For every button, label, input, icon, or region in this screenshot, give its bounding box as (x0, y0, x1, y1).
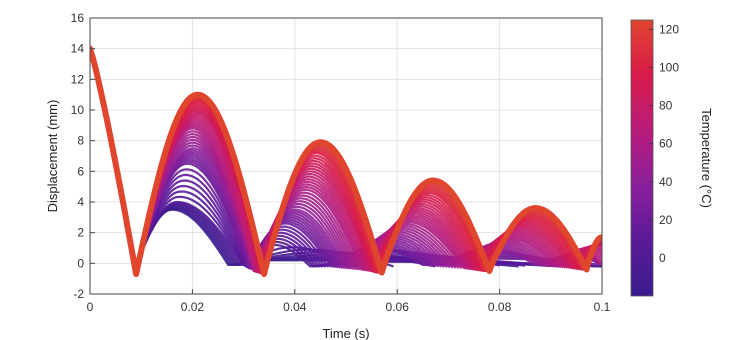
y-axis-ticks: -2 0 2 4 6 8 10 12 14 16 (71, 11, 95, 301)
series-line (90, 45, 602, 278)
y-tick-label: -2 (73, 287, 84, 301)
x-axis-ticks: 0 0.02 0.04 0.06 0.08 0.1 (87, 289, 611, 314)
colorbar-label: Temperature (°C) (699, 108, 714, 208)
colorbar-tick-label: 60 (659, 137, 673, 151)
colorbar (630, 19, 654, 297)
x-tick-label: 0.08 (488, 300, 512, 314)
y-tick-label: 6 (77, 164, 84, 178)
colorbar-tick-label: 120 (659, 23, 679, 37)
x-tick-label: 0.04 (283, 300, 307, 314)
colorbar-tick-label: 0 (659, 251, 666, 265)
x-axis-label: Time (s) (322, 326, 369, 340)
y-tick-label: 10 (71, 103, 85, 117)
y-tick-label: 14 (71, 42, 85, 56)
colorbar-tick-label: 20 (659, 213, 673, 227)
y-axis-label: Displacement (mm) (45, 100, 60, 213)
colorbar-tick-label: 40 (659, 175, 673, 189)
x-tick-label: 0.02 (181, 300, 205, 314)
series-group (90, 45, 602, 278)
x-tick-label: 0.06 (386, 300, 410, 314)
x-tick-label: 0.1 (594, 300, 611, 314)
x-tick-label: 0 (87, 300, 94, 314)
y-tick-label: 12 (71, 72, 85, 86)
colorbar-tick-label: 100 (659, 61, 679, 75)
y-tick-label: 16 (71, 11, 85, 25)
plot-frame (89, 17, 603, 295)
y-tick-label: 2 (77, 226, 84, 240)
colorbar-ticks: 0 20 40 60 80 100 120 (649, 23, 679, 265)
y-tick-label: 4 (77, 195, 84, 209)
y-tick-label: 0 (77, 256, 84, 270)
colorbar-tick-label: 80 (659, 99, 673, 113)
y-tick-label: 8 (77, 134, 84, 148)
